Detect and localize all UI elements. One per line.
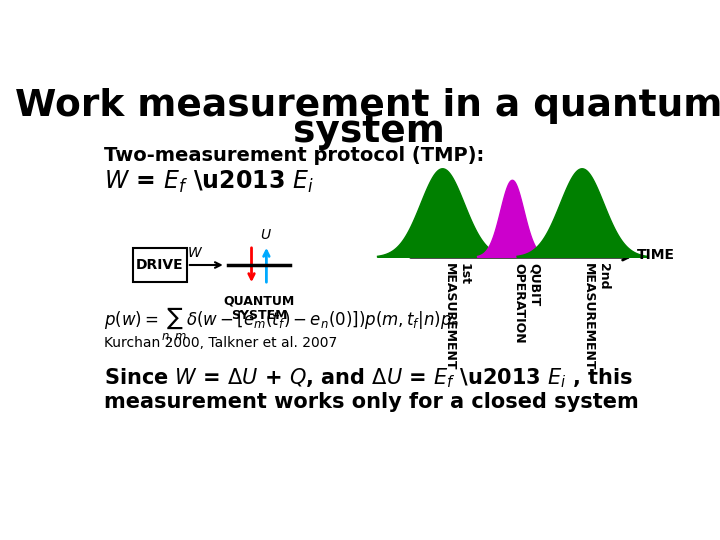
Polygon shape [377, 169, 508, 257]
Text: $p(w)=\sum_{n,m}\delta(w-[e_m(t_f)-e_n(0)])p(m,t_f|n)p_n$: $p(w)=\sum_{n,m}\delta(w-[e_m(t_f)-e_n(0… [104, 305, 459, 343]
Text: Work measurement in a quantum: Work measurement in a quantum [15, 88, 720, 124]
FancyBboxPatch shape [132, 248, 187, 282]
Text: QUANTUM
SYSTEM: QUANTUM SYSTEM [223, 294, 294, 322]
Polygon shape [477, 180, 547, 257]
Text: measurement works only for a closed system: measurement works only for a closed syst… [104, 392, 639, 412]
Text: DRIVE: DRIVE [136, 258, 184, 272]
Polygon shape [517, 169, 647, 257]
Text: $\it{W}$: $\it{W}$ [187, 246, 204, 260]
Text: TIME: TIME [637, 248, 675, 262]
Text: Kurchan 2000, Talkner et al. 2007: Kurchan 2000, Talkner et al. 2007 [104, 336, 337, 350]
Text: system: system [293, 114, 445, 150]
Text: QUBIT
OPERATION: QUBIT OPERATION [513, 264, 541, 344]
Text: 1st
MEASUREMENT: 1st MEASUREMENT [443, 264, 471, 371]
Text: $\it{U}$: $\it{U}$ [261, 228, 272, 242]
Text: Since $\it{W}$ = $\Delta\it{U}$ + $\it{Q}$, and $\Delta\it{U}$ = $\it{E_f}$ \u20: Since $\it{W}$ = $\Delta\it{U}$ + $\it{Q… [104, 367, 634, 390]
Text: $\it{W}$ = $\it{E_f}$ \u2013 $\it{E_i}$: $\it{W}$ = $\it{E_f}$ \u2013 $\it{E_i}$ [104, 168, 314, 195]
Text: Two-measurement protocol (TMP):: Two-measurement protocol (TMP): [104, 146, 484, 165]
Text: 2nd
MEASUREMENT: 2nd MEASUREMENT [582, 264, 610, 371]
